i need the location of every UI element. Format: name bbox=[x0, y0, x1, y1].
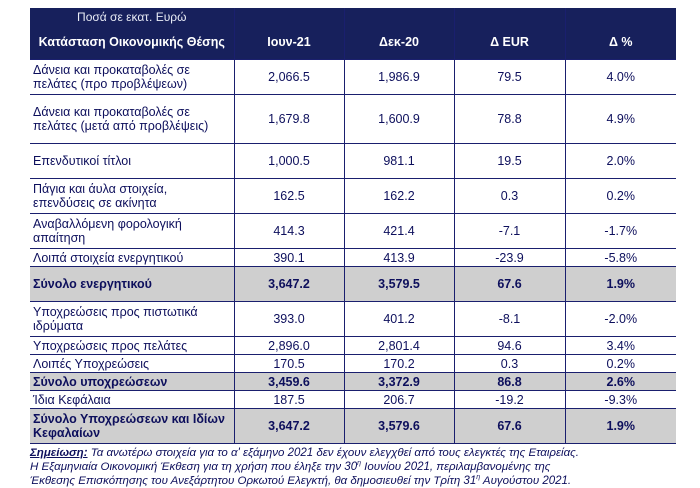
cell-value: 2,896.0 bbox=[233, 336, 344, 355]
cell-value: 3,579.5 bbox=[343, 266, 454, 302]
cell-value: 2,801.4 bbox=[343, 336, 454, 355]
cell-value: -19.2 bbox=[453, 390, 565, 409]
footnote-superscript: η bbox=[357, 460, 361, 468]
cell-value: 1,000.5 bbox=[233, 143, 344, 179]
cell-value: 0.2% bbox=[564, 178, 676, 214]
cell-value: 4.0% bbox=[564, 59, 676, 95]
row-label: Δάνεια και προκαταβολές σε πελάτες (μετά… bbox=[30, 94, 234, 144]
table-row: Επενδυτικοί τίτλοι 1,000.5 981.1 19.5 2.… bbox=[30, 143, 676, 179]
cell-value: 1,600.9 bbox=[343, 94, 454, 144]
row-label: Αναβαλλόμενη φορολογική απαίτηση bbox=[30, 213, 234, 249]
cell-value: 67.6 bbox=[453, 266, 565, 302]
cell-value: 1,986.9 bbox=[343, 59, 454, 95]
statement-column-header: Κατάσταση Οικονομικής Θέσης bbox=[30, 25, 234, 60]
row-label: Σύνολο Υποχρεώσεων και Ιδίων Κεφαλαίων bbox=[30, 408, 234, 444]
cell-value: 1,679.8 bbox=[233, 94, 344, 144]
cell-value: 170.2 bbox=[343, 354, 454, 373]
row-label: Δάνεια και προκαταβολές σε πελάτες (προ … bbox=[30, 59, 234, 95]
table-row: Δάνεια και προκαταβολές σε πελάτες (μετά… bbox=[30, 94, 676, 144]
cell-value: -23.9 bbox=[453, 248, 565, 267]
cell-value: 390.1 bbox=[233, 248, 344, 267]
cell-value: 0.3 bbox=[453, 178, 565, 214]
row-label: Σύνολο υποχρεώσεων bbox=[30, 372, 234, 391]
cell-value: -7.1 bbox=[453, 213, 565, 249]
row-label: Ίδια Κεφάλαια bbox=[30, 390, 234, 409]
footnote-line-3b: Αυγούστου 2021. bbox=[480, 475, 572, 487]
cell-value: 3,647.2 bbox=[233, 408, 344, 444]
footnote-lead: Σημείωση: bbox=[30, 447, 88, 459]
row-label: Λοιπά στοιχεία ενεργητικού bbox=[30, 248, 234, 267]
cell-value: -5.8% bbox=[564, 248, 676, 267]
cell-value: 0.3 bbox=[453, 354, 565, 373]
cell-value: -8.1 bbox=[453, 301, 565, 337]
cell-value: 3,579.6 bbox=[343, 408, 454, 444]
cell-value: 3,647.2 bbox=[233, 266, 344, 302]
cell-value: 94.6 bbox=[453, 336, 565, 355]
row-label: Σύνολο ενεργητικού bbox=[30, 266, 234, 302]
row-label: Λοιπές Υποχρεώσεις bbox=[30, 354, 234, 373]
cell-value: 206.7 bbox=[343, 390, 454, 409]
cell-value: 3.4% bbox=[564, 336, 676, 355]
cell-value: 19.5 bbox=[453, 143, 565, 179]
cell-value: -9.3% bbox=[564, 390, 676, 409]
cell-value: 67.6 bbox=[453, 408, 565, 444]
cell-value: 1.9% bbox=[564, 266, 676, 302]
cell-value: 393.0 bbox=[233, 301, 344, 337]
footnote-line-2b: Ιουνίου 2021, περιλαμβανομένης της bbox=[360, 461, 551, 473]
cell-value: 0.2% bbox=[564, 354, 676, 373]
cell-value: 421.4 bbox=[343, 213, 454, 249]
table-row: Δάνεια και προκαταβολές σε πελάτες (προ … bbox=[30, 59, 676, 95]
cell-value: -1.7% bbox=[564, 213, 676, 249]
row-label: Επενδυτικοί τίτλοι bbox=[30, 143, 234, 179]
column-header-delta-eur: Δ EUR bbox=[453, 25, 565, 60]
cell-value: 981.1 bbox=[343, 143, 454, 179]
row-label: Υποχρεώσεις προς πελάτες bbox=[30, 336, 234, 355]
table-row: Πάγια και άυλα στοιχεία, επενδύσεις σε α… bbox=[30, 178, 676, 214]
cell-value: 401.2 bbox=[343, 301, 454, 337]
footnote-line-1: Τα ανωτέρω στοιχεία για το α' εξάμηνο 20… bbox=[87, 447, 579, 459]
cell-value: 2.6% bbox=[564, 372, 676, 391]
table-row: Ίδια Κεφάλαια 187.5 206.7 -19.2 -9.3% bbox=[30, 390, 676, 409]
column-header-jun21: Ιουν-21 bbox=[233, 25, 344, 60]
cell-value: 413.9 bbox=[343, 248, 454, 267]
cell-value: 79.5 bbox=[453, 59, 565, 95]
total-row: Σύνολο ενεργητικού 3,647.2 3,579.5 67.6 … bbox=[30, 266, 676, 302]
column-header-dec20: Δεκ-20 bbox=[343, 25, 454, 60]
cell-value: 78.8 bbox=[453, 94, 565, 144]
footnote-line-3a: Έκθεσης Επισκόπησης του Ανεξάρτητου Ορκω… bbox=[30, 475, 477, 487]
table-row: Υποχρεώσεις προς πελάτες 2,896.0 2,801.4… bbox=[30, 336, 676, 355]
cell-value: 170.5 bbox=[233, 354, 344, 373]
cell-value: 162.5 bbox=[233, 178, 344, 214]
row-label: Υποχρεώσεις προς πιστωτικά ιδρύματα bbox=[30, 301, 234, 337]
financial-position-table: Ποσά σε εκατ. Ευρώ Κατάσταση Οικονομικής… bbox=[30, 8, 676, 444]
balance-sheet-summary: Ποσά σε εκατ. Ευρώ Κατάσταση Οικονομικής… bbox=[30, 8, 676, 488]
cell-value: 1.9% bbox=[564, 408, 676, 444]
cell-value: 187.5 bbox=[233, 390, 344, 409]
cell-value: 4.9% bbox=[564, 94, 676, 144]
column-header-delta-pct: Δ % bbox=[564, 25, 676, 60]
table-row: Υποχρεώσεις προς πιστωτικά ιδρύματα 393.… bbox=[30, 301, 676, 337]
cell-value: 162.2 bbox=[343, 178, 454, 214]
total-row: Σύνολο υποχρεώσεων 3,459.6 3,372.9 86.8 … bbox=[30, 372, 676, 391]
footnote-line-2a: Η Εξαμηνιαία Οικονομική Έκθεση για τη χρ… bbox=[30, 461, 358, 473]
table-row: Λοιπές Υποχρεώσεις 170.5 170.2 0.3 0.2% bbox=[30, 354, 676, 373]
cell-value: 3,459.6 bbox=[233, 372, 344, 391]
cell-value: 414.3 bbox=[233, 213, 344, 249]
table-row: Αναβαλλόμενη φορολογική απαίτηση 414.3 4… bbox=[30, 213, 676, 249]
cell-value: 2.0% bbox=[564, 143, 676, 179]
cell-value: 3,372.9 bbox=[343, 372, 454, 391]
cell-value: -2.0% bbox=[564, 301, 676, 337]
total-row: Σύνολο Υποχρεώσεων και Ιδίων Κεφαλαίων 3… bbox=[30, 408, 676, 444]
row-label: Πάγια και άυλα στοιχεία, επενδύσεις σε α… bbox=[30, 178, 234, 214]
cell-value: 86.8 bbox=[453, 372, 565, 391]
footnote: Σημείωση: Τα ανωτέρω στοιχεία για το α' … bbox=[30, 446, 676, 488]
cell-value: 2,066.5 bbox=[233, 59, 344, 95]
units-caption: Ποσά σε εκατ. Ευρώ bbox=[30, 8, 234, 25]
table-row: Λοιπά στοιχεία ενεργητικού 390.1 413.9 -… bbox=[30, 248, 676, 267]
